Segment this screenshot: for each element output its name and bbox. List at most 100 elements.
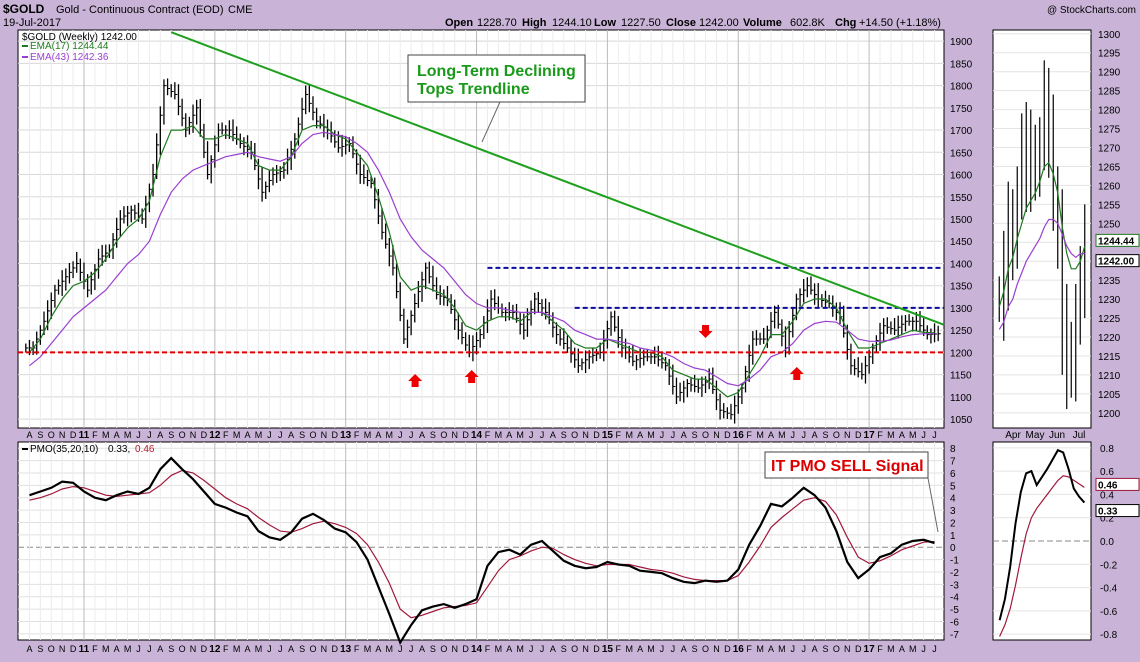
mini-pmo-tick-label: -0.4 xyxy=(1100,584,1118,595)
pmo-tick-label: 7 xyxy=(950,457,956,468)
price-tick-label: 1800 xyxy=(950,82,973,93)
month-label: 17 xyxy=(864,430,876,441)
month-label-lower: F xyxy=(616,644,622,654)
month-label-lower: F xyxy=(485,644,491,654)
legend-ema43: EMA(43) 1242.36 xyxy=(30,52,109,63)
legend-price: $GOLD (Weekly) 1242.00 xyxy=(22,32,137,43)
pmo-callout-text: IT PMO SELL Signal xyxy=(771,458,924,475)
month-label-lower: S xyxy=(168,644,174,654)
month-label-lower: O xyxy=(309,644,316,654)
month-label: F xyxy=(92,430,98,440)
month-label: D xyxy=(593,430,600,440)
month-label: A xyxy=(26,430,32,440)
month-label-lower: 16 xyxy=(733,644,745,655)
mini-price-tick-label: 1265 xyxy=(1098,162,1121,173)
mini-pmo-tick-label: -0.2 xyxy=(1100,560,1118,571)
month-label: A xyxy=(375,430,381,440)
price-tick-label: 1100 xyxy=(950,393,972,404)
mini-price-tick-label: 1210 xyxy=(1098,371,1121,382)
month-label-lower: J xyxy=(267,644,272,654)
mini-pmo-tick-label: 0.2 xyxy=(1100,514,1114,525)
month-label: J xyxy=(136,430,141,440)
month-label: S xyxy=(37,430,43,440)
month-label-lower: J xyxy=(671,644,676,654)
month-label-lower: A xyxy=(681,644,687,654)
month-label: D xyxy=(332,430,339,440)
legend-pmo-signal: 0.46 xyxy=(135,444,155,455)
month-label-lower: A xyxy=(550,644,556,654)
month-label: J xyxy=(529,430,534,440)
indicator-lines xyxy=(29,124,1086,645)
price-tick-label: 1600 xyxy=(950,171,973,182)
month-label-lower: A xyxy=(637,644,643,654)
month-label-lower: A xyxy=(506,644,512,654)
chg-value: +14.50 (+1.18%) xyxy=(859,17,941,29)
pmo-callout-pointer xyxy=(927,477,939,533)
pmo-tick-label: 3 xyxy=(950,506,956,517)
month-label-lower: J xyxy=(136,644,141,654)
month-label: D xyxy=(70,430,77,440)
month-label-lower: A xyxy=(419,644,425,654)
mini-price-tick-label: 1225 xyxy=(1098,314,1121,325)
month-label-lower: F xyxy=(877,644,883,654)
month-label: N xyxy=(582,430,589,440)
month-label-lower: 13 xyxy=(340,644,352,655)
mini-price-tick-label: 1280 xyxy=(1098,106,1121,117)
month-label-lower: D xyxy=(332,644,339,654)
pmo-tick-label: -7 xyxy=(950,630,959,641)
annotation-lines xyxy=(18,31,945,354)
month-label-lower: M xyxy=(386,644,394,654)
mini-pmo-tick-label: 0.4 xyxy=(1100,490,1114,501)
month-label: S xyxy=(168,430,174,440)
month-label-lower: J xyxy=(660,644,665,654)
month-label-lower: J xyxy=(801,644,806,654)
mini-pmo-tick-label: -0.6 xyxy=(1100,607,1118,618)
mini-price-tick-label: 1205 xyxy=(1098,390,1121,401)
month-label-lower: J xyxy=(278,644,283,654)
price-tick-label: 1200 xyxy=(950,348,973,359)
mini-price-tick-label: 1270 xyxy=(1098,144,1121,155)
month-label: S xyxy=(561,430,567,440)
close-value: 1242.00 xyxy=(699,17,739,29)
month-label-lower: M xyxy=(778,644,786,654)
month-label-lower: M xyxy=(909,644,917,654)
month-label: S xyxy=(430,430,436,440)
month-label: J xyxy=(671,430,676,440)
volume-value: 602.8K xyxy=(790,17,826,29)
month-label-lower: N xyxy=(451,644,458,654)
legend-pmo-value: 0.33, xyxy=(108,444,130,455)
mini-price-tick-label: 1285 xyxy=(1098,87,1121,98)
month-label: M xyxy=(909,430,917,440)
price-tick-label: 1350 xyxy=(950,282,973,293)
exchange: CME xyxy=(228,4,252,16)
month-label-lower: A xyxy=(288,644,294,654)
trendline-callout-line2: Tops Trendline xyxy=(417,81,530,98)
signal-arrows xyxy=(408,325,804,387)
month-label-lower: M xyxy=(364,644,372,654)
mini-price-tick-label: 1215 xyxy=(1098,352,1121,363)
month-label: O xyxy=(702,430,709,440)
month-label-lower: M xyxy=(625,644,633,654)
month-label: A xyxy=(899,430,905,440)
month-label: J xyxy=(932,430,937,440)
month-label: O xyxy=(48,430,55,440)
month-label: O xyxy=(440,430,447,440)
month-label-lower: O xyxy=(833,644,840,654)
mini-ema17-line xyxy=(998,161,1086,307)
mini-ema17-tag: 1244.44 xyxy=(1098,236,1135,247)
mini-price-tick-label: 1290 xyxy=(1098,68,1121,79)
pmo-legend: PMO(35,20,10) 0.33, 0.46 xyxy=(22,444,155,455)
month-label-lower: J xyxy=(529,644,534,654)
month-label-lower: A xyxy=(899,644,905,654)
month-label: J xyxy=(398,430,403,440)
mini-pmo-tag: 0.33 xyxy=(1098,507,1118,518)
month-label: D xyxy=(855,430,862,440)
close-label: Close xyxy=(666,17,696,29)
month-label-lower: O xyxy=(440,644,447,654)
month-label: A xyxy=(506,430,512,440)
month-label: 11 xyxy=(79,430,90,441)
pmo-callout-box xyxy=(764,451,929,479)
mini-pmo-tick-label: 0.6 xyxy=(1100,467,1114,478)
month-label: 14 xyxy=(471,430,483,441)
